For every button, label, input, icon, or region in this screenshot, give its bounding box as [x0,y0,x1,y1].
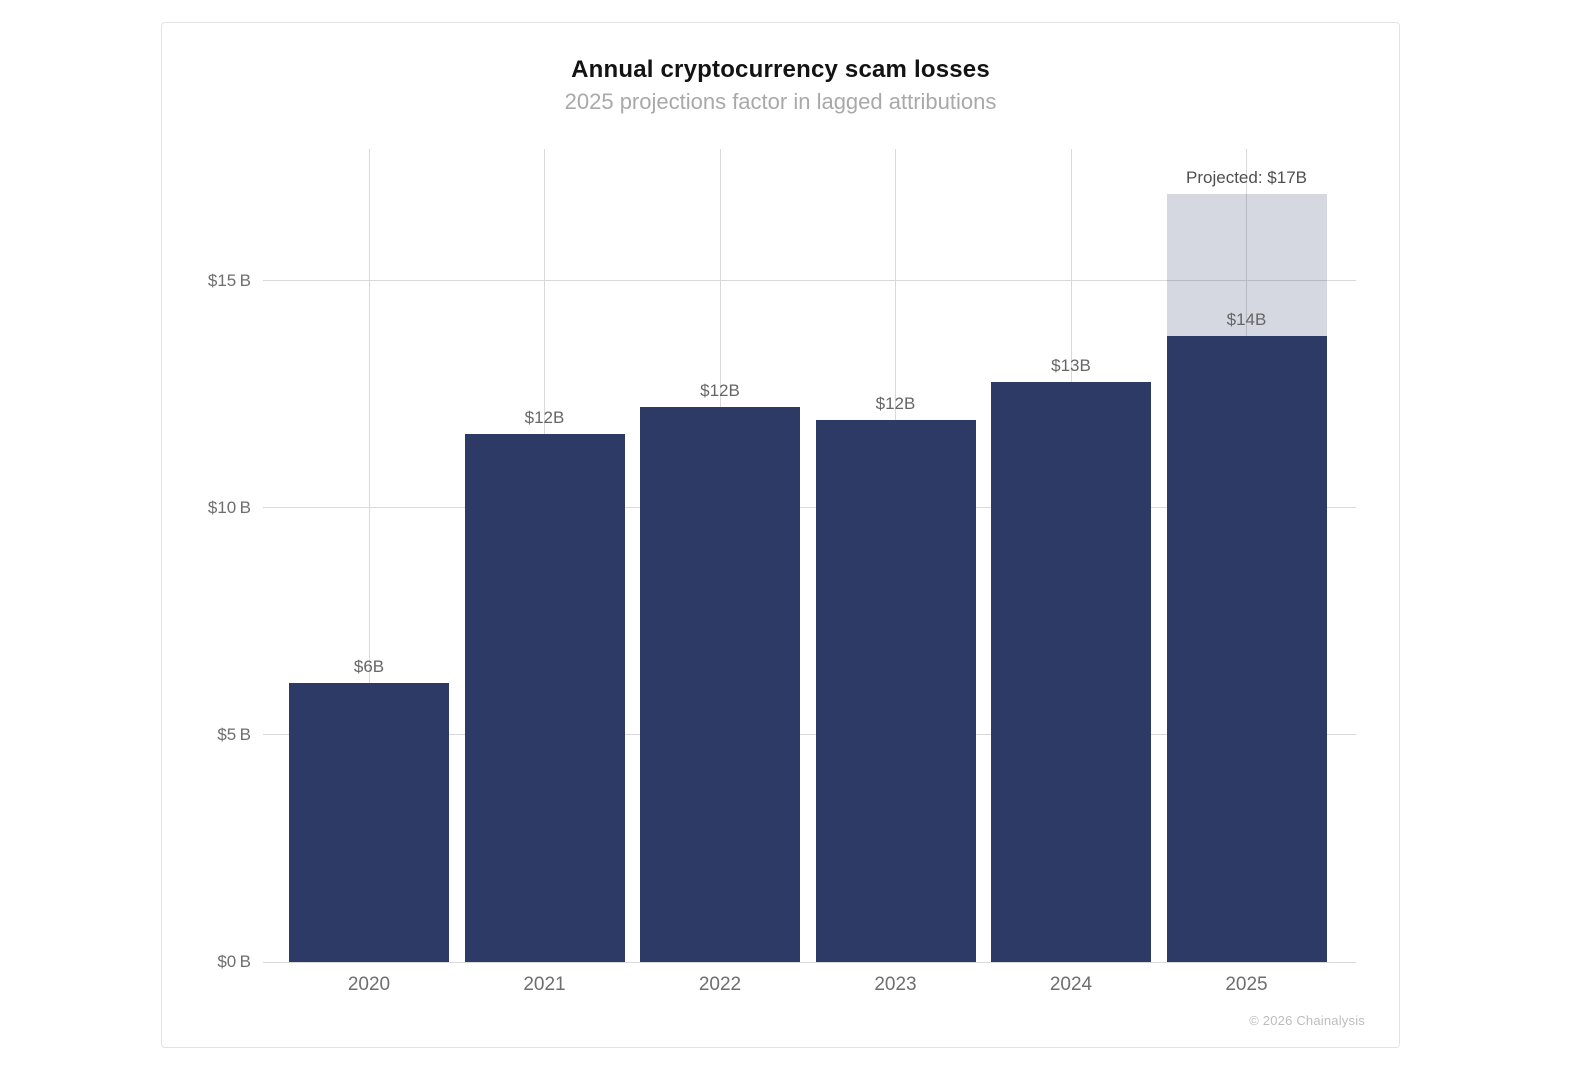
chart-title: Annual cryptocurrency scam losses [571,56,990,83]
x-axis-label-2021: 2021 [523,974,566,995]
bar-2023 [815,420,976,962]
x-axis-label-2022: 2022 [698,974,742,995]
gridline-y-0 [263,961,1356,963]
x-axis-label-2023: 2023 [874,974,917,995]
gridline-y-10 [263,507,1356,509]
y-axis-label-5: $5 B [217,724,251,744]
chart-card: Annual cryptocurrency scam losses 2025 p… [161,22,1400,1048]
x-axis-label-2020: 2020 [347,974,391,995]
bar-2021 [464,433,625,962]
gridline-x-2020 [368,149,370,962]
bar-value-label-2025: $14B [1226,309,1267,329]
bar-2025 [1166,335,1327,962]
x-axis-label-2025: 2025 [1225,974,1268,995]
bar-2020 [289,682,449,962]
y-axis-label-0: $0 B [217,952,251,971]
bar-value-label-2023: $12B [875,394,916,414]
gridline-y-15 [263,280,1356,282]
bar-value-label-2022: $12B [700,380,740,400]
projected-value-label: Projected: $17B [1186,167,1307,187]
x-axis-label-2024: 2024 [1049,974,1093,995]
y-axis-label-10: $10 B [207,497,251,517]
bar-2022 [640,406,800,962]
bar-2024 [991,381,1151,962]
y-axis-label-15: $15 B [207,270,251,290]
copyright-footer: © 2026 Chainalysis [1249,1013,1365,1028]
bar-value-label-2020: $6B [353,656,385,676]
chart-subtitle: 2025 projections factor in lagged attrib… [564,89,997,114]
bar-value-label-2021: $12B [524,407,565,427]
projected-bar-segment-2025 [1166,193,1327,336]
bar-value-label-2024: $13B [1051,355,1091,375]
bar-chart-plot-area: $0 B $5 B $10 B $15 B Projected: $17B $6B 2020… [162,23,1399,1047]
gridline-y-5 [263,734,1356,736]
